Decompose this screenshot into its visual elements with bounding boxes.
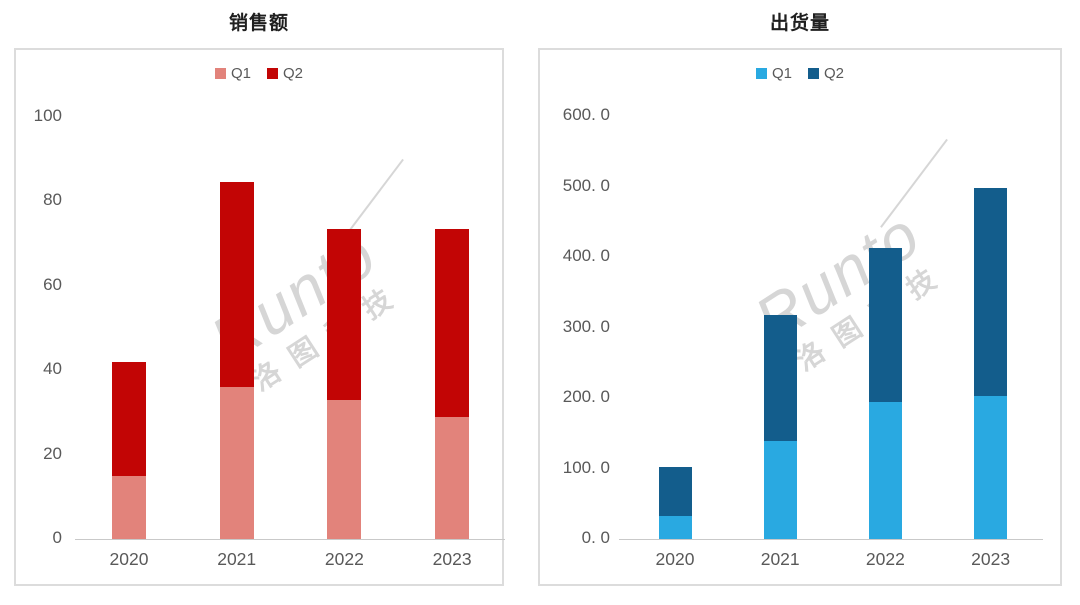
shipments-legend: Q1 Q2 xyxy=(540,65,1060,82)
legend-swatch-q2 xyxy=(808,68,819,79)
y-axis-tick-label: 100. 0 xyxy=(562,457,610,477)
bar-segment-2022-q1 xyxy=(327,399,362,539)
x-axis-line xyxy=(619,539,1043,540)
bar-segment-2021-q2 xyxy=(219,182,254,388)
legend-label: Q2 xyxy=(824,65,845,82)
bar-segment-2020-q1 xyxy=(112,475,146,539)
bar-segment-2022-q2 xyxy=(327,228,362,400)
x-axis-tick-label: 2020 xyxy=(109,549,149,569)
sales-legend: Q1 Q2 xyxy=(16,65,502,82)
x-axis-tick-label: 2021 xyxy=(760,549,800,569)
legend-swatch-q1 xyxy=(755,68,767,79)
y-axis-tick-label: 20 xyxy=(43,443,62,463)
y-axis-tick-label: 100 xyxy=(33,106,62,125)
bar-segment-2022-q1 xyxy=(868,402,902,539)
y-axis-tick-label: 600. 0 xyxy=(562,105,610,124)
bar-segment-2023-q1 xyxy=(435,416,470,539)
shipments-chart-title: 出货量 xyxy=(769,13,830,34)
watermark-brand-text: Runto xyxy=(198,217,390,377)
y-axis-tick-label: 200. 0 xyxy=(562,387,610,406)
y-axis-tick-label: 80 xyxy=(43,190,62,210)
x-axis-tick-label: 2020 xyxy=(655,549,695,569)
watermark-slash-line xyxy=(880,138,948,228)
watermark-brand-text: Runto xyxy=(742,197,934,357)
y-axis-tick-label: 500. 0 xyxy=(562,175,610,195)
runto-watermark: Runto 洛图科技 xyxy=(150,158,457,438)
bar-segment-2023-q1 xyxy=(974,395,1008,539)
y-axis-tick-label: 300. 0 xyxy=(562,316,610,336)
legend-label: Q1 xyxy=(771,65,792,82)
legend-item-q1: Q1 xyxy=(755,65,792,82)
bar-segment-2021-q2 xyxy=(763,314,797,441)
bar-segment-2020-q2 xyxy=(658,467,692,516)
y-axis-tick-label: 40 xyxy=(43,359,62,379)
bar-segment-2022-q2 xyxy=(868,247,902,403)
legend-item-q2: Q2 xyxy=(808,65,844,82)
bar-segment-2021-q1 xyxy=(763,441,797,539)
legend-item-q2: Q2 xyxy=(267,65,303,82)
legend-swatch-q2 xyxy=(267,68,278,79)
y-axis-tick-label: 60 xyxy=(43,274,62,294)
bar-segment-2021-q1 xyxy=(219,387,254,539)
bar-segment-2020-q1 xyxy=(658,515,692,539)
sales-chart-panel: Q1 Q2 Runto 洛图科技 0 20 40 60 80 100 2020 2021 2022… xyxy=(14,48,505,586)
legend-label: Q2 xyxy=(283,65,304,82)
sales-chart-title: 销售额 xyxy=(228,13,289,34)
x-axis-tick-label: 2022 xyxy=(324,549,364,569)
x-axis-tick-label: 2023 xyxy=(432,549,472,569)
x-axis-tick-label: 2023 xyxy=(971,549,1011,569)
bar-segment-2020-q2 xyxy=(112,361,146,476)
legend-swatch-q1 xyxy=(214,68,226,79)
shipments-chart-panel: Q1 Q2 Runto 洛图科技 0. 0 100. 0 200. 0 300. 0 40… xyxy=(538,48,1062,586)
bar-segment-2023-q2 xyxy=(974,187,1008,396)
y-axis-tick-label: 0. 0 xyxy=(581,528,610,547)
y-axis-tick-label: 0 xyxy=(52,528,62,547)
legend-label: Q1 xyxy=(230,65,251,82)
legend-item-q1: Q1 xyxy=(214,65,251,82)
runto-watermark: Runto 洛图科技 xyxy=(694,138,1001,418)
bar-segment-2023-q2 xyxy=(435,228,470,417)
x-axis-tick-label: 2022 xyxy=(865,549,905,569)
x-axis-line xyxy=(75,539,505,540)
y-axis-tick-label: 400. 0 xyxy=(562,246,610,265)
x-axis-tick-label: 2021 xyxy=(217,549,257,569)
